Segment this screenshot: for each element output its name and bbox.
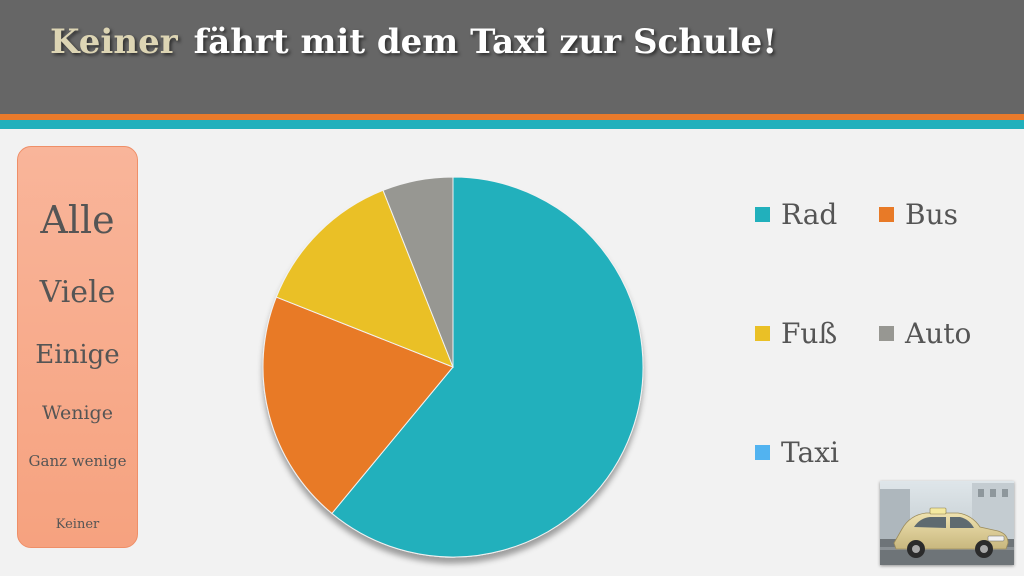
header-stripe-teal <box>0 120 1024 129</box>
scale-keiner: Keiner <box>55 517 100 532</box>
legend-item-auto: Auto <box>879 316 972 350</box>
legend-label-bus: Bus <box>905 197 958 231</box>
header-stripe-orange <box>0 114 1024 120</box>
legend-swatch-auto <box>879 325 894 341</box>
header-bar <box>0 0 1024 114</box>
pie-slices <box>262 176 644 558</box>
pie-slice-fuß <box>275 189 454 368</box>
scale-alle: Alle <box>40 198 115 242</box>
legend-swatch-fuß <box>755 325 770 341</box>
legend-label-auto: Auto <box>905 316 972 350</box>
legend-item-bus: Bus <box>879 197 958 231</box>
legend-item-taxi: Taxi <box>755 435 839 469</box>
scale-wenige: Wenige <box>42 402 113 424</box>
title-rest: fährt mit dem Taxi zur Schule! <box>193 22 778 62</box>
slide-title: Keiner fährt mit dem Taxi zur Schule! <box>50 22 777 62</box>
legend-label-rad: Rad <box>781 197 838 231</box>
legend-swatch-rad <box>755 206 770 222</box>
taxi-car-photo <box>880 481 1014 565</box>
legend-item-fuß: Fuß <box>755 316 838 350</box>
scale-einige: Einige <box>35 340 120 370</box>
legend-item-rad: Rad <box>755 197 838 231</box>
quantity-scale: Alle Viele Einige Wenige Ganz wenige Kei… <box>17 146 138 548</box>
scale-ganz-wenige: Ganz wenige <box>28 452 127 470</box>
title-highlight: Keiner <box>50 22 178 62</box>
pie-slice-rad <box>331 176 644 558</box>
legend-swatch-bus <box>879 206 894 222</box>
scale-viele: Viele <box>39 275 116 310</box>
pie-slice-auto <box>382 176 454 368</box>
pie-slice-bus <box>262 296 454 515</box>
legend-swatch-taxi <box>755 444 770 460</box>
legend-label-fuß: Fuß <box>781 316 838 350</box>
legend-label-taxi: Taxi <box>781 435 839 469</box>
